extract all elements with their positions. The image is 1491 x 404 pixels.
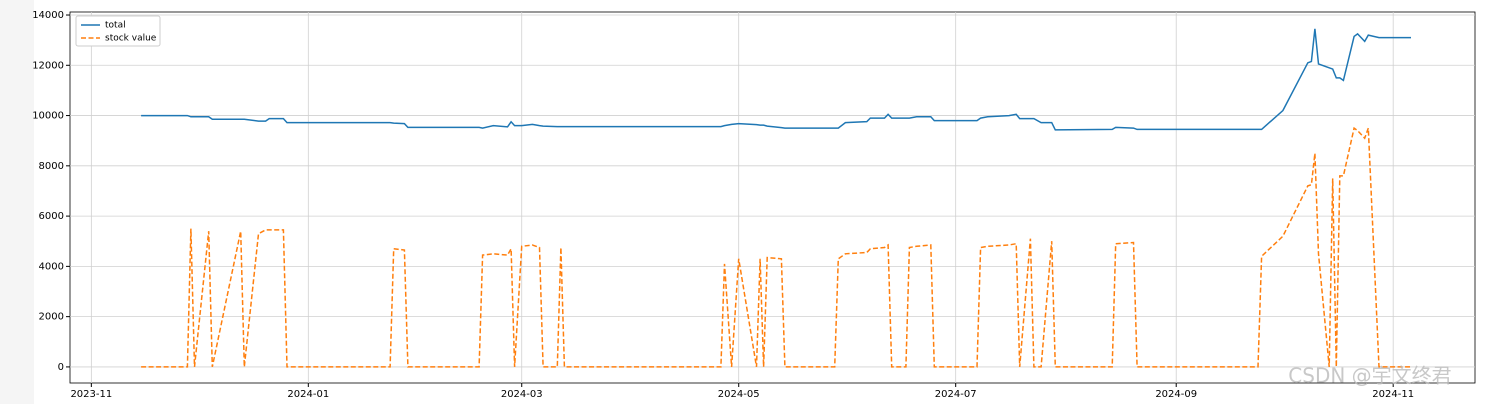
y-tick-label: 6000 (39, 211, 64, 222)
y-tick-label: 8000 (39, 161, 64, 172)
legend-label: stock value (105, 34, 157, 44)
plot-frame (69, 11, 1476, 384)
y-tick-label: 14000 (32, 10, 64, 21)
legend: total stock value (75, 15, 161, 47)
watermark: CSDN @宇文终君 (1288, 364, 1451, 388)
lines (141, 28, 1411, 368)
x-tick-label: 2024-11 (1372, 389, 1414, 400)
x-tick-label: 2024-01 (287, 389, 329, 400)
y-tick-label: 2000 (39, 312, 64, 323)
x-tick-label: 2024-07 (935, 389, 977, 400)
x-tick-label: 2024-09 (1155, 389, 1197, 400)
y-tick-label: 4000 (39, 261, 64, 272)
x-tick-label: 2024-05 (718, 389, 760, 400)
legend-label: total (105, 21, 126, 31)
series-line (141, 126, 1411, 368)
x-tick-label: 2023-11 (70, 389, 112, 400)
y-tick-label: 12000 (32, 60, 64, 71)
x-tick-label: 2024-03 (501, 389, 543, 400)
series-line (141, 28, 1411, 131)
y-tick-label: 10000 (32, 111, 64, 122)
y-tick-label: 0 (58, 362, 64, 373)
grid: 0 2000 4000 6000 8000 10000 12000 14000 2023-11 2… (32, 10, 1475, 400)
sidebar (0, 0, 34, 404)
